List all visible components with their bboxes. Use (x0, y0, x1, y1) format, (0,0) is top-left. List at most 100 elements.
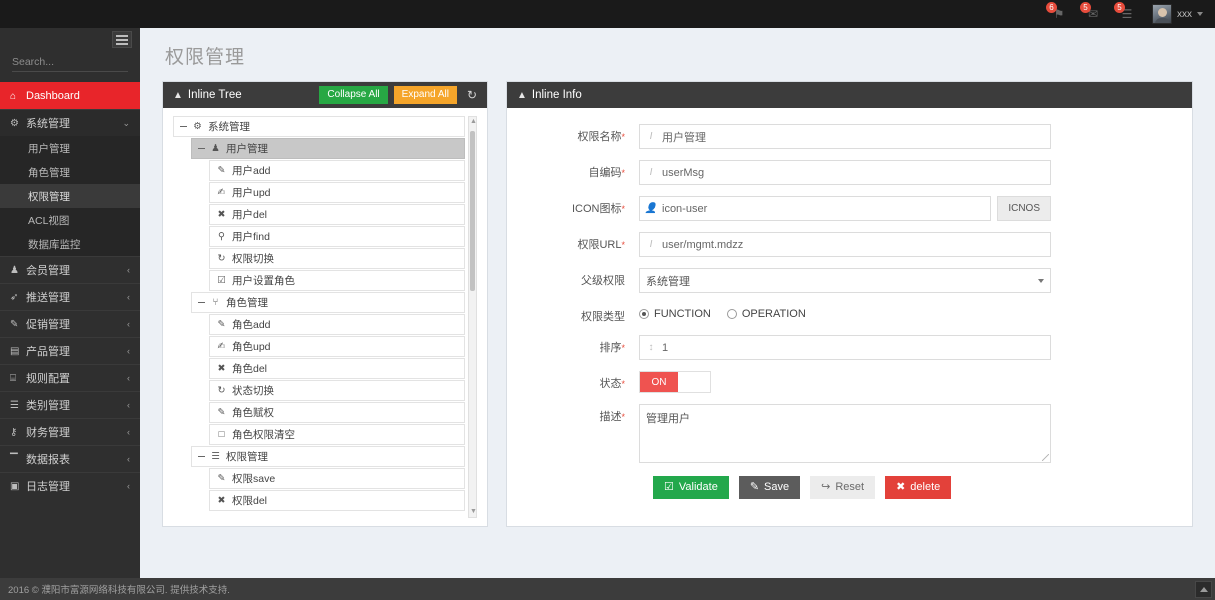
search-input[interactable] (12, 56, 140, 68)
collapse-toggle-icon[interactable] (180, 125, 187, 128)
tree-node[interactable]: ✖ 权限del (209, 490, 465, 511)
sidebar-item-label: 系统管理 (26, 118, 70, 130)
chevron-icon: ‹ (127, 265, 130, 275)
tree-node[interactable]: ↻ 状态切换 (209, 380, 465, 401)
tree-node[interactable]: ✎ 角色赋权 (209, 402, 465, 423)
tree-node-label: 权限save (232, 473, 276, 485)
url-input-wrap[interactable]: I (639, 232, 1051, 257)
tree-node[interactable]: ↻ 权限切换 (209, 248, 465, 269)
avatar (1152, 4, 1172, 24)
desc-textarea-wrap[interactable] (639, 404, 1051, 463)
sidebar-subitem-1[interactable]: 角色管理 (28, 166, 70, 179)
pencil-icon: ✎ (217, 473, 226, 484)
refresh-icon[interactable]: ↻ (463, 88, 481, 102)
notification-flag-button[interactable]: ⚑ 6 (1042, 0, 1076, 28)
status-toggle[interactable]: ON (639, 371, 711, 393)
tree-node[interactable]: ⑂ 角色管理 (191, 292, 465, 313)
parent-select[interactable]: 系统管理 (639, 268, 1051, 293)
code-input[interactable] (662, 166, 1050, 179)
name-input-wrap[interactable]: I (639, 124, 1051, 149)
square-icon: □ (218, 429, 225, 440)
sidebar-subitem-0[interactable]: 用户管理 (28, 142, 70, 155)
radio-operation[interactable]: OPERATION (726, 308, 806, 320)
radio-function[interactable]: FUNCTION (639, 308, 711, 320)
radio-function-label: FUNCTION (654, 308, 711, 320)
tree-node[interactable]: ✖ 用户del (209, 204, 465, 225)
code-input-wrap[interactable]: I (639, 160, 1051, 185)
save-button[interactable]: ✎ Save (738, 476, 801, 499)
notification-envelope-button[interactable]: ✉ 5 (1076, 0, 1110, 28)
sidebar-item-1[interactable]: ⚙ 系统管理 ⌄ (0, 109, 140, 136)
sidebar-item-4[interactable]: ✎ 促销管理 ‹ (0, 310, 140, 337)
tree-node[interactable]: ✎ 权限save (209, 468, 465, 489)
collapse-toggle-icon[interactable] (198, 455, 205, 458)
desc-textarea[interactable] (640, 405, 1050, 457)
scrollbar-thumb[interactable] (470, 131, 475, 291)
hamburger-icon[interactable] (112, 31, 132, 48)
field-icon: ICON图标* 👤 ICNOS (521, 196, 1178, 221)
sidebar-item-6[interactable]: ⌸ 规则配置 ‹ (0, 364, 140, 391)
sidebar-item-8[interactable]: ⚷ 财务管理 ‹ (0, 418, 140, 445)
chevron-icon: ⌄ (122, 117, 130, 128)
tree-node-label: 角色赋权 (232, 407, 274, 419)
icnos-button[interactable]: ICNOS (997, 196, 1051, 221)
scroll-up-icon[interactable]: ▲ (470, 118, 477, 125)
reset-button[interactable]: ↪ Reset (810, 476, 876, 499)
tree-node[interactable]: □ 角色权限清空 (209, 424, 465, 445)
delete-button[interactable]: ✖ delete (885, 476, 952, 499)
order-input-wrap[interactable]: ↕ (639, 335, 1051, 360)
collapse-toggle-icon[interactable] (198, 301, 205, 304)
tree-body: ⚙ 系统管理 ♟ 用户管理 ✎ 用户add ✍ 用户upd ✖ 用户del ⚲ 用户find ↻ 权限切换… (163, 108, 487, 526)
validate-button[interactable]: ☑ Validate (653, 476, 729, 499)
sidebar-subitem-3[interactable]: ACL视图 (28, 214, 70, 227)
resize-grip-icon[interactable] (1042, 454, 1049, 461)
sidebar-item-label: 推送管理 (26, 292, 70, 304)
sidebar-item-0[interactable]: ⌂ Dashboard (0, 82, 140, 109)
expand-all-button[interactable]: Expand All (393, 86, 457, 104)
list-icon: ☰ (10, 399, 19, 411)
tree-node[interactable]: ⚙ 系统管理 (173, 116, 465, 137)
scroll-to-top-button[interactable] (1195, 581, 1212, 598)
notification-tasks-button[interactable]: ☰ 5 (1110, 0, 1144, 28)
sidebar-item-10[interactable]: ▣ 日志管理 ‹ (0, 472, 140, 499)
tree-scrollbar[interactable]: ▲ ▼ (468, 116, 477, 518)
status-toggle-on-label: ON (640, 372, 678, 392)
sidebar-subitem-4[interactable]: 数据库监控 (28, 238, 81, 251)
tree-node[interactable]: ☰ 权限管理 (191, 446, 465, 467)
tree-node[interactable]: ✍ 角色upd (209, 336, 465, 357)
chevron-up-icon (1199, 587, 1208, 592)
tree-node[interactable]: ✖ 角色del (209, 358, 465, 379)
collapse-all-button[interactable]: Collapse All (319, 86, 388, 104)
icon-input-wrap[interactable]: 👤 (639, 196, 992, 221)
name-input[interactable] (662, 130, 1050, 143)
sidebar-subitem-2[interactable]: 权限管理 (0, 184, 140, 208)
tree-node[interactable]: ♟ 用户管理 (191, 138, 465, 159)
text-cursor-icon: I (649, 239, 653, 250)
sidebar-item-2[interactable]: ♟ 会员管理 ‹ (0, 256, 140, 283)
tree-node-label: 用户add (232, 165, 271, 177)
sidebar-item-7[interactable]: ☰ 类别管理 ‹ (0, 391, 140, 418)
search-icon: ⚲ (218, 231, 225, 242)
url-input[interactable] (662, 238, 1050, 251)
tree-node[interactable]: ⚲ 用户find (209, 226, 465, 247)
tree-node[interactable]: ✎ 角色add (209, 314, 465, 335)
spinner-icon[interactable]: ↕ (648, 342, 654, 353)
collapse-toggle-icon[interactable] (198, 147, 205, 150)
sidebar-item-9[interactable]: ▔ 数据报表 ‹ (0, 445, 140, 472)
tree-node[interactable]: ☑ 用户设置角色 (209, 270, 465, 291)
tree-node-label: 系统管理 (208, 121, 250, 133)
tree-node[interactable]: ✍ 用户upd (209, 182, 465, 203)
search-box[interactable] (12, 56, 140, 72)
radio-operation-label: OPERATION (741, 308, 806, 320)
tree-node[interactable]: ✎ 用户add (209, 160, 465, 181)
order-input[interactable] (662, 341, 1050, 354)
field-order: 排序* ↕ (521, 335, 1178, 360)
sidebar-item-5[interactable]: ▤ 产品管理 ‹ (0, 337, 140, 364)
sidebar-item-3[interactable]: ➶ 推送管理 ‹ (0, 283, 140, 310)
user-menu[interactable]: xxx (1144, 0, 1207, 28)
scroll-down-icon[interactable]: ▼ (470, 508, 477, 515)
icon-input[interactable] (662, 202, 991, 215)
chevron-icon: ‹ (127, 292, 130, 302)
